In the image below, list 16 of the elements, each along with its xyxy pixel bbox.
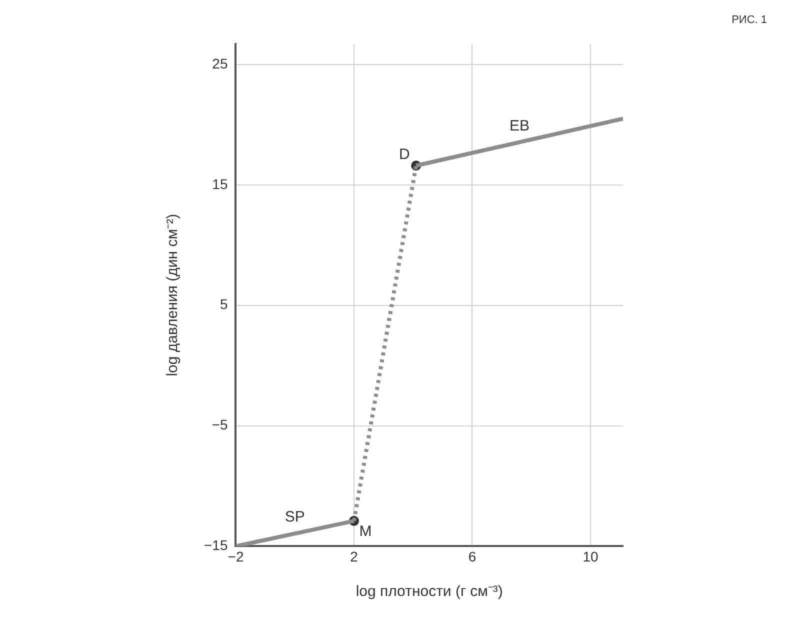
annotation: SP: [284, 508, 305, 526]
x-tick-label: 10: [582, 548, 598, 564]
y-tick-label: −5: [212, 416, 228, 433]
annotation: M: [359, 523, 372, 540]
y-axis-title: log давления (дин см⁻²): [164, 214, 182, 376]
x-axis-title: log плотности (г см⁻³): [356, 583, 503, 600]
x-tick-label: −2: [228, 548, 244, 564]
y-tick-label: 5: [220, 296, 228, 312]
text: РИС. 1: [732, 14, 767, 26]
annotation: EB: [510, 117, 530, 134]
x-tick-label: 2: [350, 548, 358, 564]
x-tick-label: 6: [468, 548, 476, 564]
y-tick-label: 15: [212, 176, 228, 192]
y-tick-label: 25: [212, 55, 228, 72]
annotation: D: [399, 146, 410, 163]
y-tick-label: −15: [204, 537, 228, 554]
